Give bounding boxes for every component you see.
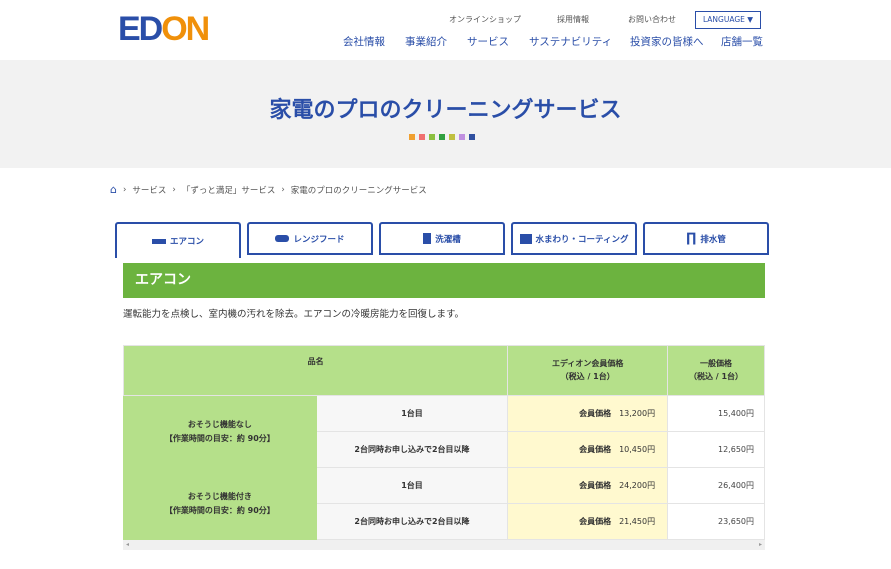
sub-item: 1台目	[315, 395, 509, 432]
header-name: 品名	[122, 345, 509, 396]
nav-sustainability[interactable]: サステナビリティ	[529, 36, 613, 48]
page-title: 家電のプロのクリーニングサービス	[269, 98, 622, 123]
member-price: 会員価格 10,450円	[507, 431, 669, 468]
washing-machine-icon	[423, 233, 432, 244]
bathroom-icon	[519, 233, 532, 244]
member-price: 会員価格 13,200円	[507, 395, 669, 432]
tab-air-conditioner[interactable]: エアコン	[115, 222, 241, 258]
sub-item: 1台目	[315, 467, 509, 504]
breadcrumb-item[interactable]: サービス	[132, 185, 167, 196]
color-dot	[409, 134, 415, 140]
section-description: 運転能力を点検し、室内機の汚れを除去。エアコンの冷暖房能力を回復します。	[123, 309, 465, 320]
tab-range-hood[interactable]: レンジフード	[247, 222, 373, 255]
section-heading: エアコン	[123, 263, 765, 298]
header-member: エディオン会員価格 （税込 / 1台）	[507, 345, 669, 396]
table-row: 2台同時お申し込みで2台目以降 会員価格 21,450円 23,650円	[124, 503, 765, 540]
nav-company[interactable]: 会社情報	[343, 36, 385, 48]
member-price: 会員価格 21,450円	[507, 503, 669, 540]
breadcrumb-current: 家電のプロのクリーニングサービス	[290, 185, 427, 196]
horizontal-scrollbar[interactable]: ◂ ▸	[123, 540, 765, 550]
product-name: おそうじ機能付き 【作業時間の目安：約 90分】	[123, 467, 317, 540]
nav-service[interactable]: サービス	[467, 36, 509, 48]
tab-drain-pipe[interactable]: ∏ 排水管	[643, 222, 769, 255]
drain-pipe-icon: ∏	[686, 231, 697, 246]
range-hood-icon	[275, 235, 290, 242]
tab-washing-machine[interactable]: 洗濯槽	[379, 222, 505, 255]
general-price: 12,650円	[667, 431, 765, 468]
title-banner	[0, 60, 891, 168]
edion-logo[interactable]: EDON	[118, 10, 210, 48]
air-conditioner-icon	[151, 238, 166, 244]
price-table: 品名 エディオン会員価格 （税込 / 1台） 一般価格 （税込 / 1台） おそうじ…	[122, 345, 765, 540]
table-row: おそうじ機能なし 【作業時間の目安：約 90分】 1台目 会員価格 13,200円 15,…	[123, 395, 765, 468]
color-dot	[449, 134, 455, 140]
breadcrumb-item[interactable]: 「ずっと満足」サービス	[181, 185, 276, 196]
recruit-link[interactable]: 採用情報	[557, 15, 589, 24]
color-dot	[459, 134, 465, 140]
language-button[interactable]: LANGUAGE ▼	[695, 11, 761, 29]
contact-link[interactable]: お問い合わせ	[628, 15, 676, 24]
color-dot	[469, 134, 475, 140]
table-row: 2台同時お申し込みで2台目以降 会員価格 10,450円 12,650円	[124, 431, 765, 468]
general-price: 26,400円	[667, 467, 765, 504]
table-row: おそうじ機能付き 【作業時間の目安：約 90分】 1台目 会員価格 24,200円 26,…	[123, 467, 765, 540]
sub-item: 2台同時お申し込みで2台目以降	[315, 431, 509, 468]
tab-bathroom[interactable]: 水まわり・コーティング	[511, 222, 637, 255]
color-dot	[439, 134, 445, 140]
sub-item: 2台同時お申し込みで2台目以降	[315, 503, 509, 540]
nav-stores[interactable]: 店舗一覧	[721, 36, 763, 48]
color-dot	[429, 134, 435, 140]
general-price: 23,650円	[667, 503, 765, 540]
nav-investors[interactable]: 投資家の皆様へ	[630, 36, 704, 48]
decorative-dots	[409, 134, 475, 140]
product-name: おそうじ機能なし 【作業時間の目安：約 90分】	[123, 395, 317, 468]
nav-business[interactable]: 事業紹介	[405, 36, 447, 48]
header-general: 一般価格 （税込 / 1台）	[667, 345, 765, 396]
member-price: 会員価格 24,200円	[507, 467, 669, 504]
home-icon[interactable]: ⌂	[110, 183, 117, 196]
color-dot	[419, 134, 425, 140]
online-shop-link[interactable]: オンラインショップ	[449, 15, 521, 24]
general-price: 15,400円	[667, 395, 765, 432]
breadcrumb: ⌂ › サービス › 「ずっと満足」サービス › 家電のプロのクリーニングサービス	[110, 183, 427, 196]
